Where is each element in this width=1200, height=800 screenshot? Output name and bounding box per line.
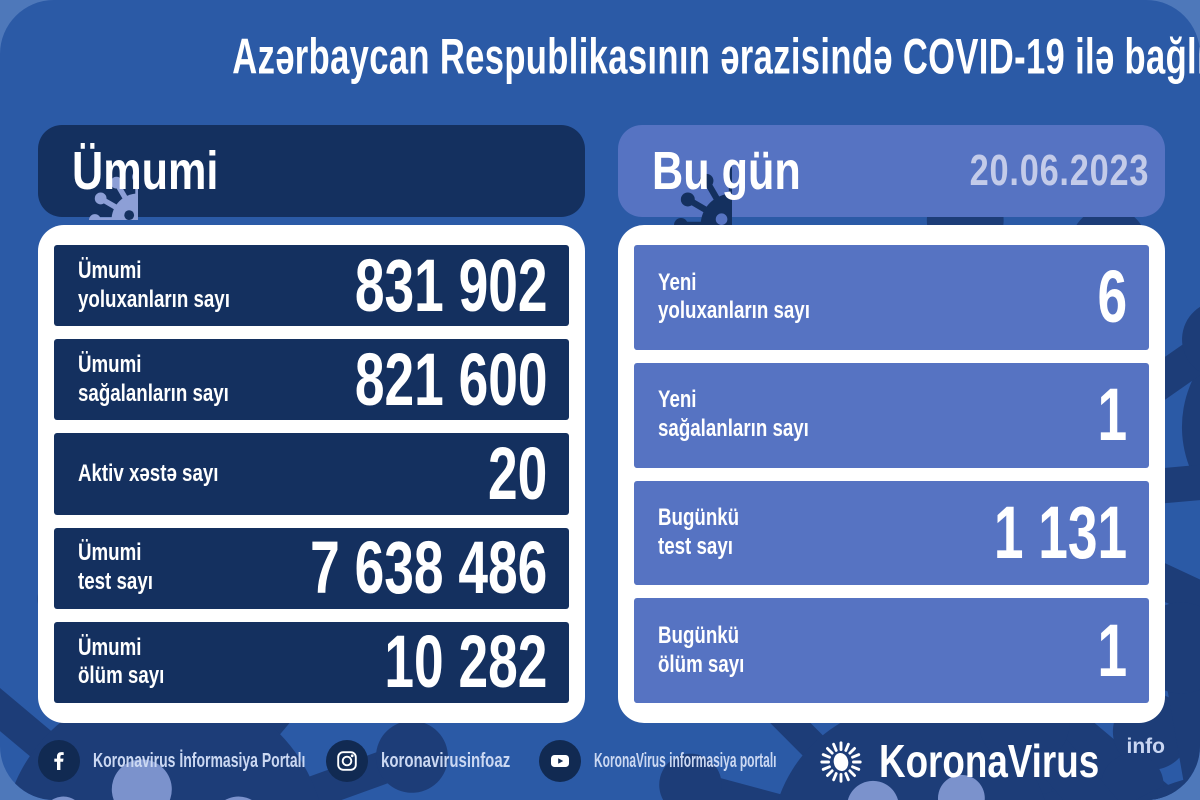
facebook-icon xyxy=(38,740,80,782)
today-section: Bu gün 20.06.2023 Yeni yoluxanların sayı… xyxy=(618,125,1165,723)
stat-value: 20 xyxy=(487,432,547,515)
page-title: Azərbaycan Respublikasının ərazisində CO… xyxy=(232,29,1200,86)
stat-label: Bugünkü xyxy=(658,621,740,649)
stat-value: 831 902 xyxy=(354,243,547,327)
today-header-label: Bu gün xyxy=(652,141,801,201)
instagram-label: koronavirusinfoaz xyxy=(381,749,511,772)
stat-value: 1 xyxy=(1097,373,1127,457)
facebook-label: Koronavirus İnformasiya Portalı xyxy=(93,749,306,772)
totals-header-label: Ümumi xyxy=(72,141,219,201)
stat-label: Yeni xyxy=(658,386,697,414)
totals-section: Ümumi Ümumi yoluxanların sayı 831 902 Üm… xyxy=(38,125,585,723)
stat-label-line2: ölüm sayı xyxy=(78,662,165,690)
stat-value: 6 xyxy=(1097,255,1127,339)
totals-panel: Ümumi yoluxanların sayı 831 902 Ümumi sa… xyxy=(38,225,585,723)
stat-label: Yeni xyxy=(658,268,697,296)
instagram-icon xyxy=(326,740,368,782)
stat-row-total-deaths: Ümumi ölüm sayı 10 282 xyxy=(54,620,569,704)
stat-value: 821 600 xyxy=(354,337,547,421)
stat-row-new-infections: Yeni yoluxanların sayı 6 xyxy=(634,245,1149,350)
today-header: Bu gün 20.06.2023 xyxy=(618,125,1165,217)
stat-label: Ümumi xyxy=(78,633,142,661)
youtube-handle: KoronaVirus informasiya portalı xyxy=(539,740,777,782)
footer: Koronavirus İnformasiya Portalı koronavi… xyxy=(38,733,1165,789)
totals-header: Ümumi xyxy=(38,125,585,217)
stat-label-line2: sağalanların sayı xyxy=(78,379,229,407)
stat-label-line2: test sayı xyxy=(78,568,153,596)
stat-row-total-tests: Ümumi test sayı 7 638 486 xyxy=(54,526,569,610)
stat-label: Ümumi xyxy=(78,539,142,567)
stat-label-line2: sağalanların sayı xyxy=(658,415,809,443)
stat-row-active-cases: Aktiv xəstə sayı 20 xyxy=(54,432,569,515)
koronavirus-logo-superscript: info xyxy=(1126,734,1165,758)
stat-label: Aktiv xəstə sayı xyxy=(78,459,219,487)
stat-value: 1 131 xyxy=(993,490,1127,574)
stat-row-total-infections: Ümumi yoluxanların sayı 831 902 xyxy=(54,243,569,327)
stat-label-line2: yoluxanların sayı xyxy=(658,297,810,325)
koronavirus-logo-text: KoronaVirus xyxy=(878,734,1099,787)
stat-label-line2: ölüm sayı xyxy=(658,650,745,678)
stat-label-line2: test sayı xyxy=(658,532,733,560)
today-panel: Yeni yoluxanların sayı 6 Yeni sağalanlar… xyxy=(618,225,1165,723)
koronavirus-logo-icon xyxy=(819,740,862,783)
stat-label: Bugünkü xyxy=(658,504,740,532)
stat-value: 1 xyxy=(1097,608,1127,692)
stat-row-today-tests: Bugünkü test sayı 1 131 xyxy=(634,480,1149,586)
youtube-label: KoronaVirus informasiya portalı xyxy=(594,749,777,772)
stat-value: 7 638 486 xyxy=(309,526,547,610)
youtube-icon xyxy=(539,740,581,782)
facebook-handle: Koronavirus İnformasiya Portalı xyxy=(38,740,311,782)
instagram-handle: koronavirusinfoaz xyxy=(326,740,511,782)
stat-label: Ümumi xyxy=(78,351,142,378)
koronavirus-logo: KoronaVirus info xyxy=(817,734,1165,787)
stat-label: Ümumi xyxy=(78,256,142,284)
stat-row-total-recovered: Ümumi sağalanların sayı 821 600 xyxy=(54,337,569,421)
stat-row-new-recovered: Yeni sağalanların sayı 1 xyxy=(634,362,1149,468)
report-date: 20.06.2023 xyxy=(969,146,1149,195)
stat-value: 10 282 xyxy=(384,620,547,704)
stat-label-line2: yoluxanların sayı xyxy=(78,285,230,313)
stat-row-today-deaths: Bugünkü ölüm sayı 1 xyxy=(634,598,1149,703)
